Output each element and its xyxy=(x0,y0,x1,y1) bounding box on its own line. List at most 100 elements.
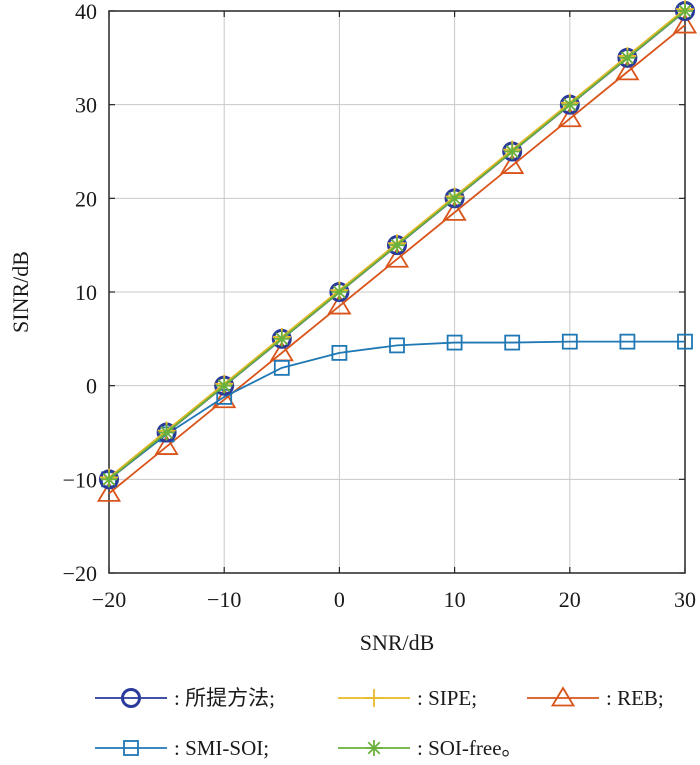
star-marker xyxy=(158,424,175,441)
data-point xyxy=(331,284,348,300)
data-point xyxy=(154,434,179,455)
star-marker xyxy=(677,3,693,19)
triangle-marker xyxy=(500,153,525,174)
star-marker xyxy=(561,96,578,113)
triangle-marker xyxy=(672,13,698,34)
y-axis-label: SINR/dB xyxy=(8,251,33,333)
legend-label: : SIPE; xyxy=(417,686,477,710)
circle-marker xyxy=(121,688,141,708)
legend-item-SIPE: : SIPE; xyxy=(338,686,477,710)
y-tick-label: −20 xyxy=(63,561,97,586)
x-tick-label: 10 xyxy=(444,587,466,612)
triangle-marker xyxy=(384,247,410,268)
square-marker xyxy=(331,344,348,361)
square-marker xyxy=(389,337,405,354)
triangle-marker xyxy=(212,387,237,409)
y-tick-label: 30 xyxy=(75,93,97,118)
data-point xyxy=(615,60,640,81)
series-SMI-SOI xyxy=(101,333,693,488)
legend-marker xyxy=(366,740,382,756)
data-point xyxy=(331,344,348,361)
data-point xyxy=(446,190,463,207)
triangle-marker xyxy=(615,60,640,81)
data-point xyxy=(273,359,290,376)
legend: : 所提方法; : SIPE; : REB; : SMI-SOI; : SOI-free… xyxy=(95,686,664,760)
triangle-marker xyxy=(442,200,467,221)
data-point xyxy=(561,96,578,113)
data-point xyxy=(619,49,636,66)
star-marker xyxy=(216,377,233,394)
data-point xyxy=(500,153,525,174)
data-point xyxy=(158,424,175,441)
legend-marker xyxy=(365,689,383,707)
legend-item-SMI-SOI: : SMI-SOI; xyxy=(95,736,269,760)
data-point xyxy=(96,481,122,502)
series-line xyxy=(108,24,686,495)
series-REB xyxy=(96,13,698,502)
legend-item-SOI-free: : SOI-free。 xyxy=(338,736,523,760)
star-marker xyxy=(101,471,117,488)
square-marker xyxy=(123,740,139,756)
legend-item-REB: : REB; xyxy=(527,686,664,710)
data-point xyxy=(446,334,463,351)
axis-ticks: −20 −10 0 10 20 30 −20 −10 0 10 20 30 40 xyxy=(63,0,696,612)
star-marker xyxy=(366,740,382,756)
legend-marker xyxy=(121,688,141,708)
plus-marker xyxy=(365,689,383,707)
legend-item-所提方法: : 所提方法; xyxy=(95,686,275,710)
star-marker xyxy=(273,330,290,347)
x-tick-label: −10 xyxy=(207,587,241,612)
square-marker xyxy=(561,333,578,350)
data-point xyxy=(504,334,521,351)
data-point xyxy=(101,471,117,488)
x-axis-label: SNR/dB xyxy=(360,630,435,655)
triangle-marker xyxy=(550,686,576,707)
x-tick-label: −20 xyxy=(92,587,126,612)
triangle-marker xyxy=(557,106,582,128)
star-marker xyxy=(389,237,405,254)
triangle-marker xyxy=(327,294,352,315)
data-point xyxy=(557,106,582,128)
y-tick-label: −10 xyxy=(63,467,97,492)
data-point xyxy=(677,3,693,19)
legend-label: : SMI-SOI; xyxy=(174,736,269,760)
star-marker xyxy=(504,143,521,160)
data-point xyxy=(504,143,521,160)
series-line xyxy=(108,340,685,481)
series-SOI-free xyxy=(101,3,693,488)
square-marker xyxy=(504,334,521,351)
triangle-marker xyxy=(96,481,122,502)
data-point xyxy=(216,377,233,394)
data-point xyxy=(672,13,698,34)
legend-label: : SOI-free。 xyxy=(417,736,523,760)
x-tick-label: 0 xyxy=(334,587,345,612)
star-marker xyxy=(446,190,463,207)
data-point xyxy=(327,294,352,315)
data-point xyxy=(389,337,405,354)
legend-label: : REB; xyxy=(606,686,664,710)
x-tick-label: 30 xyxy=(674,587,696,612)
square-marker xyxy=(619,333,636,350)
data-point xyxy=(273,330,290,347)
data-point xyxy=(619,333,636,350)
star-marker xyxy=(331,284,348,300)
triangle-marker xyxy=(154,434,179,455)
data-point xyxy=(677,333,693,350)
data-point xyxy=(389,237,405,254)
legend-marker xyxy=(123,740,139,756)
series-layer xyxy=(96,0,698,502)
x-tick-label: 20 xyxy=(559,587,581,612)
y-tick-label: 0 xyxy=(86,374,97,399)
star-marker xyxy=(619,49,636,66)
square-marker xyxy=(446,334,463,351)
y-tick-label: 40 xyxy=(75,0,97,24)
legend-label: : 所提方法; xyxy=(174,686,275,710)
data-point xyxy=(442,200,467,221)
data-point xyxy=(212,387,237,409)
legend-marker xyxy=(550,686,576,707)
y-tick-label: 10 xyxy=(75,280,97,305)
square-marker xyxy=(273,359,290,376)
square-marker xyxy=(677,333,693,350)
data-point xyxy=(384,247,410,268)
